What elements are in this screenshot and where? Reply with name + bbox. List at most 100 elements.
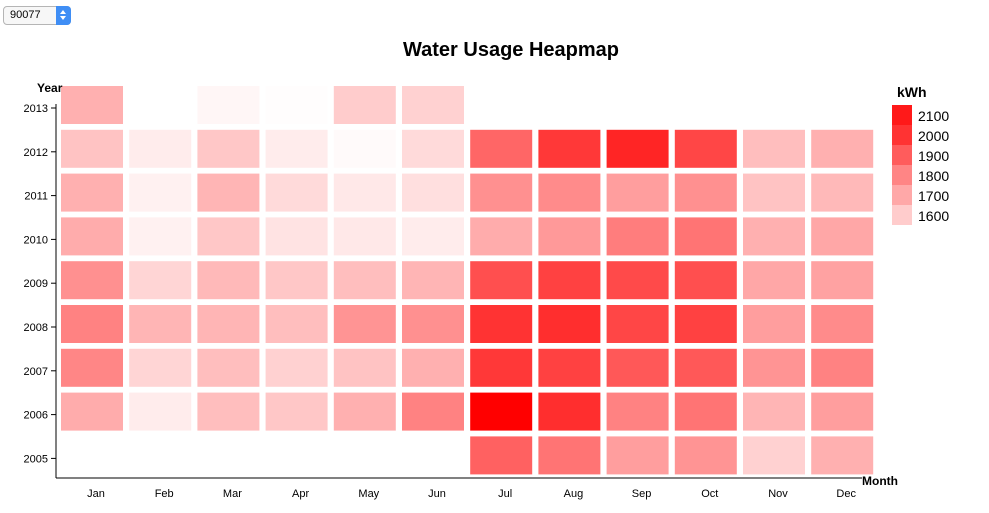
heatmap-cell (743, 129, 805, 168)
heatmap-cell (538, 129, 601, 168)
heatmap-cell (606, 348, 669, 387)
heatmap-cell (743, 173, 805, 212)
heatmap-cell (743, 217, 805, 256)
x-tick-label: Jan (87, 488, 105, 500)
heatmap-cell (402, 392, 464, 431)
heatmap-cell (333, 173, 396, 212)
legend-label: 1600 (918, 208, 949, 224)
heatmap-cell (470, 436, 533, 475)
heatmap-cell (129, 392, 192, 431)
heatmap-cell (606, 173, 669, 212)
x-axis-label: Month (862, 474, 898, 488)
heatmap-cell (333, 392, 396, 431)
heatmap-cell (402, 305, 464, 343)
heatmap-cell (811, 392, 874, 431)
heatmap-cell (265, 392, 328, 431)
heatmap-cell (129, 173, 192, 212)
heatmap-cell (743, 436, 805, 475)
heatmap-cell (61, 173, 123, 212)
y-tick-label: 2010 (24, 234, 48, 246)
y-tick-label: 2005 (24, 453, 48, 465)
heatmap-cell (61, 305, 123, 343)
heatmap-cell (743, 261, 805, 300)
select-stepper-icon[interactable] (56, 6, 71, 25)
heatmap-cell (265, 348, 328, 387)
legend-title: kWh (897, 84, 927, 100)
heatmap-cell (674, 392, 737, 431)
heatmap-cell (197, 129, 260, 168)
legend-swatch (892, 185, 912, 205)
heatmap-cell (743, 305, 805, 343)
chevron-up-icon (60, 10, 66, 14)
heatmap-cell (743, 392, 805, 431)
heatmap-cell (265, 173, 328, 212)
heatmap-cell (674, 348, 737, 387)
legend-label: 1700 (918, 188, 949, 204)
heatmap-cell (811, 173, 874, 212)
heatmap-cell (402, 261, 464, 300)
heatmap-cell (470, 173, 533, 212)
y-tick-label: 2007 (24, 366, 48, 378)
heatmap-cell (197, 173, 260, 212)
heatmap-cell (61, 86, 123, 124)
legend-swatch (892, 145, 912, 165)
heatmap-cell (606, 261, 669, 300)
heatmap-cell (538, 436, 601, 475)
heatmap-cell (197, 217, 260, 256)
heatmap-cell (811, 436, 874, 475)
heatmap-cell (674, 173, 737, 212)
heatmap-cell (538, 217, 601, 256)
legend-label: 2000 (918, 128, 949, 144)
heatmap-cell (606, 305, 669, 343)
x-tick-label: Sep (632, 488, 652, 500)
heatmap-cell (674, 436, 737, 475)
heatmap-cell (197, 86, 260, 124)
heatmap-cell (470, 348, 533, 387)
heatmap-cell (470, 217, 533, 256)
legend-label: 2100 (918, 108, 949, 124)
heatmap-cell (129, 217, 192, 256)
heatmap-cell (811, 348, 874, 387)
y-tick-label: 2009 (24, 278, 48, 290)
x-tick-label: Oct (701, 488, 718, 500)
heatmap-cell (265, 86, 328, 124)
heatmap-cell (129, 348, 192, 387)
heatmap-cell (197, 392, 260, 431)
heatmap-cell (402, 173, 464, 212)
x-tick-label: Jun (428, 488, 446, 500)
heatmap-cell (61, 348, 123, 387)
x-tick-label: Aug (564, 488, 584, 500)
heatmap-cell (674, 305, 737, 343)
heatmap-cell (674, 261, 737, 300)
heatmap-cell (811, 129, 874, 168)
heatmap-cell (265, 129, 328, 168)
x-tick-label: May (358, 488, 379, 500)
heatmap-cell (129, 261, 192, 300)
heatmap-cell (402, 129, 464, 168)
heatmap-cell (606, 392, 669, 431)
heatmap-cell (61, 217, 123, 256)
legend-swatch (892, 205, 912, 225)
heatmap-cell (333, 86, 396, 124)
legend-swatch (892, 165, 912, 185)
heatmap-cell (129, 305, 192, 343)
zip-code-select[interactable]: 90077 (3, 6, 71, 25)
heatmap-cell (811, 305, 874, 343)
zip-code-value: 90077 (10, 9, 41, 21)
chart-title: Water Usage Heapmap (403, 39, 619, 61)
heatmap-cell (402, 86, 464, 124)
heatmap-cell (538, 392, 601, 431)
heatmap-cell (470, 129, 533, 168)
heatmap-cell (333, 261, 396, 300)
y-tick-label: 2011 (24, 191, 48, 203)
legend: kWh 2100 2000 1900 1800 1700 1600 (892, 84, 949, 225)
x-tick-label: Feb (155, 488, 174, 500)
y-tick-label: 2008 (24, 322, 48, 334)
heatmap-cell (606, 129, 669, 168)
heatmap-cell (61, 261, 123, 300)
x-tick-label: Apr (292, 488, 309, 500)
heatmap-cell (402, 217, 464, 256)
x-tick-label: Nov (768, 488, 788, 500)
heatmap-cell (333, 217, 396, 256)
